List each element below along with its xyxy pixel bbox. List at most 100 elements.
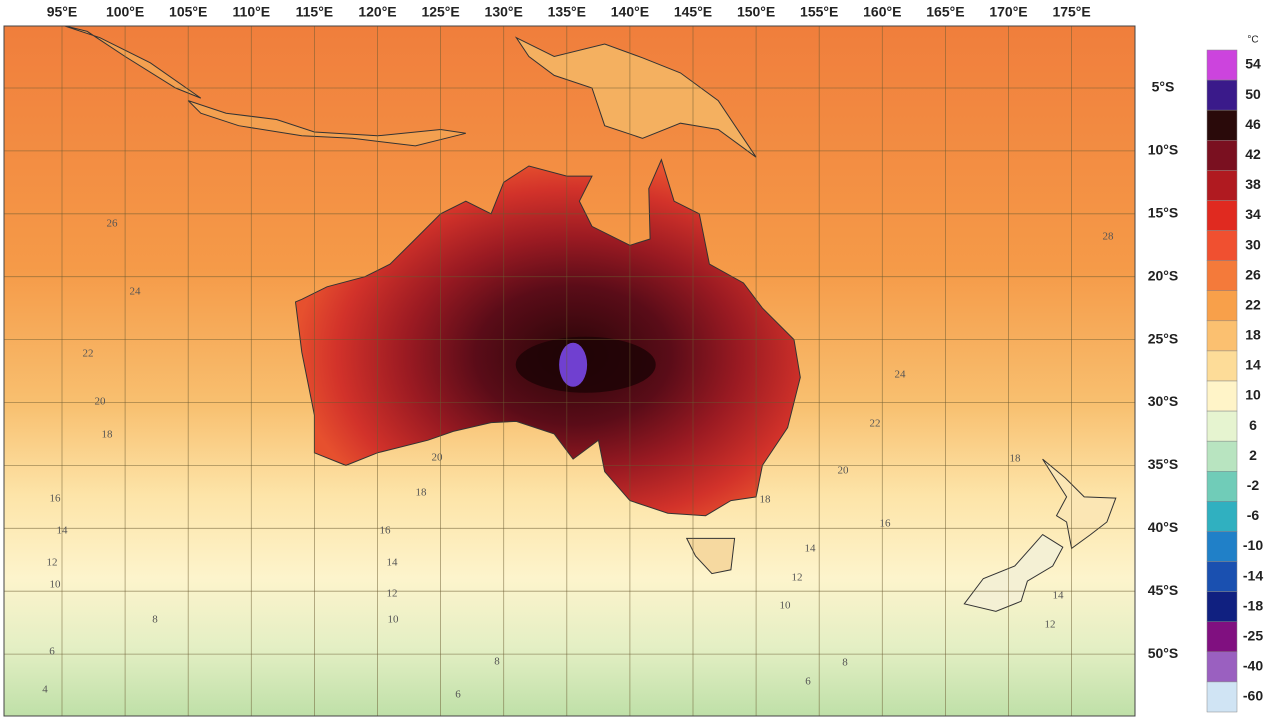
heat-peak bbox=[559, 342, 588, 387]
new-zealand-north bbox=[1042, 458, 1117, 550]
colorbar-swatch bbox=[1206, 260, 1238, 291]
longitude-label: 105°E bbox=[169, 4, 207, 20]
colorbar-swatch bbox=[1206, 621, 1238, 653]
contour-label: 24 bbox=[895, 369, 907, 381]
contour-label: 8 bbox=[842, 657, 848, 669]
contour-label: 24 bbox=[130, 286, 142, 298]
contour-label: 4 bbox=[42, 684, 48, 696]
colorbar-label: -40 bbox=[1243, 658, 1263, 674]
colorbar-label: -10 bbox=[1243, 537, 1263, 553]
contour-label: 14 bbox=[805, 543, 817, 555]
colorbar-swatch bbox=[1206, 200, 1238, 231]
contour-label: 22 bbox=[83, 348, 94, 360]
colorbar-swatch bbox=[1206, 170, 1238, 201]
colorbar-label: 26 bbox=[1245, 266, 1261, 282]
contour-label: 12 bbox=[1045, 619, 1056, 631]
colorbar-swatch bbox=[1206, 49, 1238, 81]
contour-label: 20 bbox=[95, 396, 107, 408]
contour-label: 10 bbox=[50, 579, 62, 591]
contour-label: 22 bbox=[870, 418, 881, 430]
colorbar-swatch bbox=[1206, 320, 1238, 352]
longitude-label: 165°E bbox=[926, 4, 964, 20]
contour-label: 26 bbox=[107, 218, 119, 230]
colorbar-swatch bbox=[1206, 591, 1238, 622]
latitude-label: 40°S bbox=[1148, 519, 1179, 535]
contour-label: 14 bbox=[1053, 590, 1065, 602]
contour-label: 20 bbox=[432, 452, 444, 464]
colorbar-label: 18 bbox=[1245, 327, 1261, 343]
contour-label: 16 bbox=[880, 518, 892, 530]
longitude-label: 150°E bbox=[737, 4, 775, 20]
latitude-label: 10°S bbox=[1148, 142, 1179, 158]
contour-label: 8 bbox=[494, 656, 500, 668]
contour-label: 18 bbox=[416, 487, 428, 499]
latitude-label: 45°S bbox=[1148, 582, 1179, 598]
indonesia bbox=[187, 100, 466, 147]
contour-label: 16 bbox=[380, 525, 392, 537]
colorbar-swatch bbox=[1206, 410, 1238, 442]
latitude-label: 30°S bbox=[1148, 393, 1179, 409]
colorbar-label: 50 bbox=[1245, 86, 1261, 102]
colorbar-unit: °C bbox=[1247, 35, 1258, 46]
colorbar-label: 38 bbox=[1245, 176, 1261, 192]
tasmania bbox=[685, 537, 736, 575]
contour-label: 6 bbox=[455, 689, 461, 701]
contour-label: 20 bbox=[838, 465, 850, 477]
colorbar-swatch bbox=[1206, 380, 1238, 412]
longitude-label: 145°E bbox=[674, 4, 712, 20]
colorbar-label: 42 bbox=[1245, 146, 1261, 162]
map-frame bbox=[3, 25, 1136, 717]
colorbar-label: -60 bbox=[1243, 688, 1263, 704]
colorbar-swatch bbox=[1206, 651, 1238, 683]
colorbar-swatch bbox=[1206, 350, 1238, 382]
colorbar-swatch bbox=[1206, 109, 1238, 141]
colorbar-label: 10 bbox=[1245, 387, 1261, 403]
colorbar-label: 34 bbox=[1245, 206, 1261, 222]
longitude-label: 155°E bbox=[800, 4, 838, 20]
contour-label: 18 bbox=[102, 429, 114, 441]
colorbar-swatch bbox=[1206, 79, 1238, 111]
longitude-label: 170°E bbox=[989, 4, 1027, 20]
colorbar-swatch bbox=[1206, 440, 1238, 472]
latitude-label: 35°S bbox=[1148, 456, 1179, 472]
longitude-label: 115°E bbox=[296, 4, 334, 20]
colorbar-swatch bbox=[1206, 290, 1238, 322]
colorbar-label: 2 bbox=[1249, 447, 1257, 463]
contour-label: 16 bbox=[50, 493, 62, 505]
colorbar-label: -18 bbox=[1243, 597, 1263, 613]
contour-label: 18 bbox=[1010, 453, 1022, 465]
longitude-label: 135°E bbox=[548, 4, 586, 20]
colorbar-label: 54 bbox=[1245, 56, 1261, 72]
australia bbox=[294, 158, 801, 517]
colorbar-swatch bbox=[1206, 561, 1238, 592]
new-zealand-south bbox=[963, 533, 1064, 612]
longitude-label: 160°E bbox=[863, 4, 901, 20]
contour-label: 14 bbox=[57, 525, 69, 537]
contour-label: 10 bbox=[780, 600, 792, 612]
colorbar-swatch bbox=[1206, 140, 1238, 171]
longitude-label: 140°E bbox=[611, 4, 649, 20]
latitude-label: 25°S bbox=[1148, 330, 1179, 346]
colorbar-swatch bbox=[1206, 501, 1238, 532]
colorbar-label: -14 bbox=[1243, 567, 1263, 583]
contour-label: 6 bbox=[805, 676, 811, 688]
longitude-label: 175°E bbox=[1052, 4, 1090, 20]
contour-label: 14 bbox=[387, 557, 399, 569]
colorbar-label: 14 bbox=[1245, 357, 1261, 373]
colorbar-swatch bbox=[1206, 230, 1238, 261]
contour-label: 28 bbox=[1103, 231, 1115, 243]
contour-label: 12 bbox=[792, 572, 803, 584]
longitude-label: 100°E bbox=[106, 4, 144, 20]
colorbar-label: 6 bbox=[1249, 417, 1257, 433]
contour-label: 12 bbox=[387, 588, 398, 600]
colorbar-label: 30 bbox=[1245, 236, 1261, 252]
longitude-label: 120°E bbox=[358, 4, 396, 20]
colorbar-label: 22 bbox=[1245, 296, 1261, 312]
contour-label: 8 bbox=[152, 614, 158, 626]
colorbar-label: -2 bbox=[1247, 477, 1260, 493]
colorbar-swatch bbox=[1206, 531, 1238, 562]
longitude-label: 125°E bbox=[421, 4, 459, 20]
latitude-label: 15°S bbox=[1148, 205, 1179, 221]
colorbar-swatch bbox=[1206, 471, 1238, 502]
